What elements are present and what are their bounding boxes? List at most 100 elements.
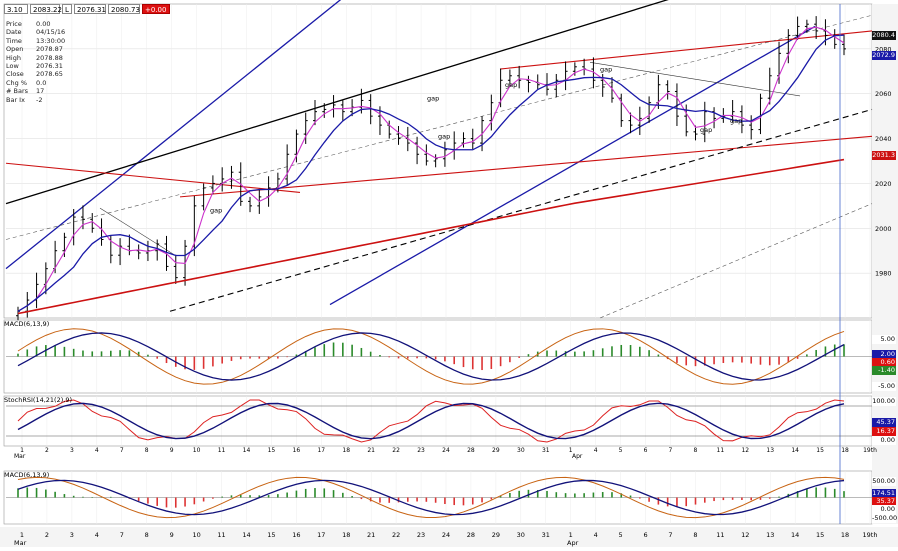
- info-row: Bar Ix -2: [6, 96, 76, 104]
- last-price-tag: 2080.4: [872, 31, 896, 40]
- x-tick-label-mid: 9: [170, 447, 174, 454]
- gap-annotation: gap: [730, 117, 742, 125]
- macd2-tag-5: -500.00: [872, 514, 898, 523]
- x-tick-label-mid: 4: [594, 447, 598, 454]
- x-tick-label: 23: [417, 531, 425, 539]
- ohlc-bar: [693, 125, 698, 141]
- trendline-blue-upper: [5, 0, 342, 270]
- info-value: 0.0: [36, 78, 47, 87]
- x-tick-label: 15: [816, 531, 824, 539]
- ma-short-tag: 2072.9: [872, 51, 896, 60]
- x-tick-label: 1: [569, 531, 573, 539]
- info-row: Price 0.00: [6, 20, 76, 28]
- x-tick-label: 4: [594, 531, 598, 539]
- x-tick-label-mid: 18: [841, 447, 849, 454]
- ohlc-bar: [470, 128, 475, 150]
- x-tick-label: 31: [542, 531, 550, 539]
- x-tick-label: 16: [292, 531, 300, 539]
- x-tick-label: 9: [170, 531, 174, 539]
- topbar-field-1: 3.10: [4, 4, 28, 14]
- x-tick-label-mid: 3: [70, 447, 74, 454]
- x-tick-label-mid: 15: [816, 447, 824, 454]
- topbar-field-5: 2080.73: [108, 4, 140, 14]
- x-tick-label: 17: [317, 531, 325, 539]
- x-tick-label-mid: 1: [20, 447, 24, 454]
- x-tick-label-mid: 17: [317, 447, 325, 454]
- info-key: Close: [6, 70, 24, 79]
- gap-annotation: gap: [427, 94, 439, 102]
- x-tick-label: 8: [145, 531, 149, 539]
- info-key: Bar Ix: [6, 95, 25, 104]
- ohlc-bar: [210, 175, 215, 195]
- gap-annotation: gap: [438, 133, 450, 141]
- macd1-tag-2: 2.00: [872, 350, 896, 359]
- info-value: 04/15/16: [36, 28, 66, 37]
- rsi-tag-3: 16.37: [872, 427, 896, 436]
- info-key: Low: [6, 62, 19, 71]
- ohlc-bar: [322, 103, 327, 118]
- trendline-blue-lower: [329, 25, 816, 306]
- ohlc-bar: [303, 112, 308, 144]
- ohlc-bar: [340, 100, 345, 122]
- ohlc-bar: [749, 115, 754, 140]
- macd1-tag-1: 5.00: [872, 335, 896, 344]
- x-tick-label-mid: 14: [243, 447, 251, 454]
- x-tick-label: 10: [192, 531, 200, 539]
- info-box: Price 0.00 Date 04/15/16 Time 13:30:00 Open 207…: [6, 20, 76, 104]
- ohlc-bar: [730, 99, 735, 123]
- x-tick-label-mid: 23: [417, 447, 425, 454]
- ohlc-bar: [786, 29, 791, 64]
- ohlc-bar: [842, 34, 846, 56]
- info-value: 2078.88: [36, 53, 63, 62]
- y-tick-label: 2080: [875, 45, 892, 53]
- ohlc-bar: [628, 112, 633, 134]
- gap-annotation: gap: [210, 207, 222, 215]
- x-tick-label: 13: [766, 531, 774, 539]
- ohlc-bar: [591, 57, 596, 89]
- ohlc-bar: [674, 83, 679, 127]
- x-tick-label: 30: [517, 531, 525, 539]
- y-tick-label: 1980: [875, 270, 892, 278]
- info-key: Date: [6, 28, 22, 37]
- x-tick-label-mid: 24: [442, 447, 450, 454]
- info-row: Open 2078.87: [6, 45, 76, 53]
- info-value: 13:30:00: [36, 36, 66, 45]
- pane-frame: [3, 395, 873, 447]
- trendline-red-1: [5, 162, 301, 193]
- info-row: High 2078.88: [6, 54, 76, 62]
- x-tick-label: 14: [791, 531, 799, 539]
- x-tick-label-mid: 22: [392, 447, 400, 454]
- ohlc-bar: [572, 62, 577, 76]
- gap-annotation: gap: [600, 65, 612, 73]
- x-tick-label: 22: [392, 531, 400, 539]
- ohlc-bar: [312, 99, 317, 126]
- info-value: 2078.87: [36, 45, 63, 54]
- macd1-tag-4: -1.40: [872, 366, 896, 375]
- info-value: -2: [36, 95, 43, 104]
- ohlc-bar: [758, 93, 763, 135]
- x-tick-label-mid: 7: [120, 447, 124, 454]
- gap-annotation: gap: [505, 81, 517, 89]
- x-tick-label-mid: 29: [492, 447, 500, 454]
- ohlc-bar: [90, 213, 95, 233]
- x-tick-label-mid: 21: [367, 447, 375, 454]
- topbar-field-4: 2076.31: [74, 4, 106, 14]
- info-key: Price: [6, 20, 22, 28]
- ohlc-bar: [201, 183, 206, 211]
- month-label-mid: Mar: [14, 453, 26, 460]
- x-tick-label-mid: 28: [467, 447, 475, 454]
- macd2-tag-1: 500.00: [872, 477, 896, 486]
- x-tick-label-mid: 5: [619, 447, 623, 454]
- x-tick-label-mid: 6: [644, 447, 648, 454]
- info-value: 2078.65: [36, 70, 63, 79]
- x-tick-label-mid: 31: [542, 447, 550, 454]
- x-tick-label-mid: 1: [569, 447, 573, 454]
- ohlc-bar: [173, 254, 178, 284]
- month-label-mid: Apr: [572, 453, 583, 460]
- info-key: # Bars: [6, 87, 29, 96]
- ohlc-bar: [415, 136, 420, 165]
- macd2-tag-4: 0.00: [872, 505, 896, 514]
- x-tick-label: 2: [45, 531, 49, 539]
- ohlc-bar: [285, 144, 290, 186]
